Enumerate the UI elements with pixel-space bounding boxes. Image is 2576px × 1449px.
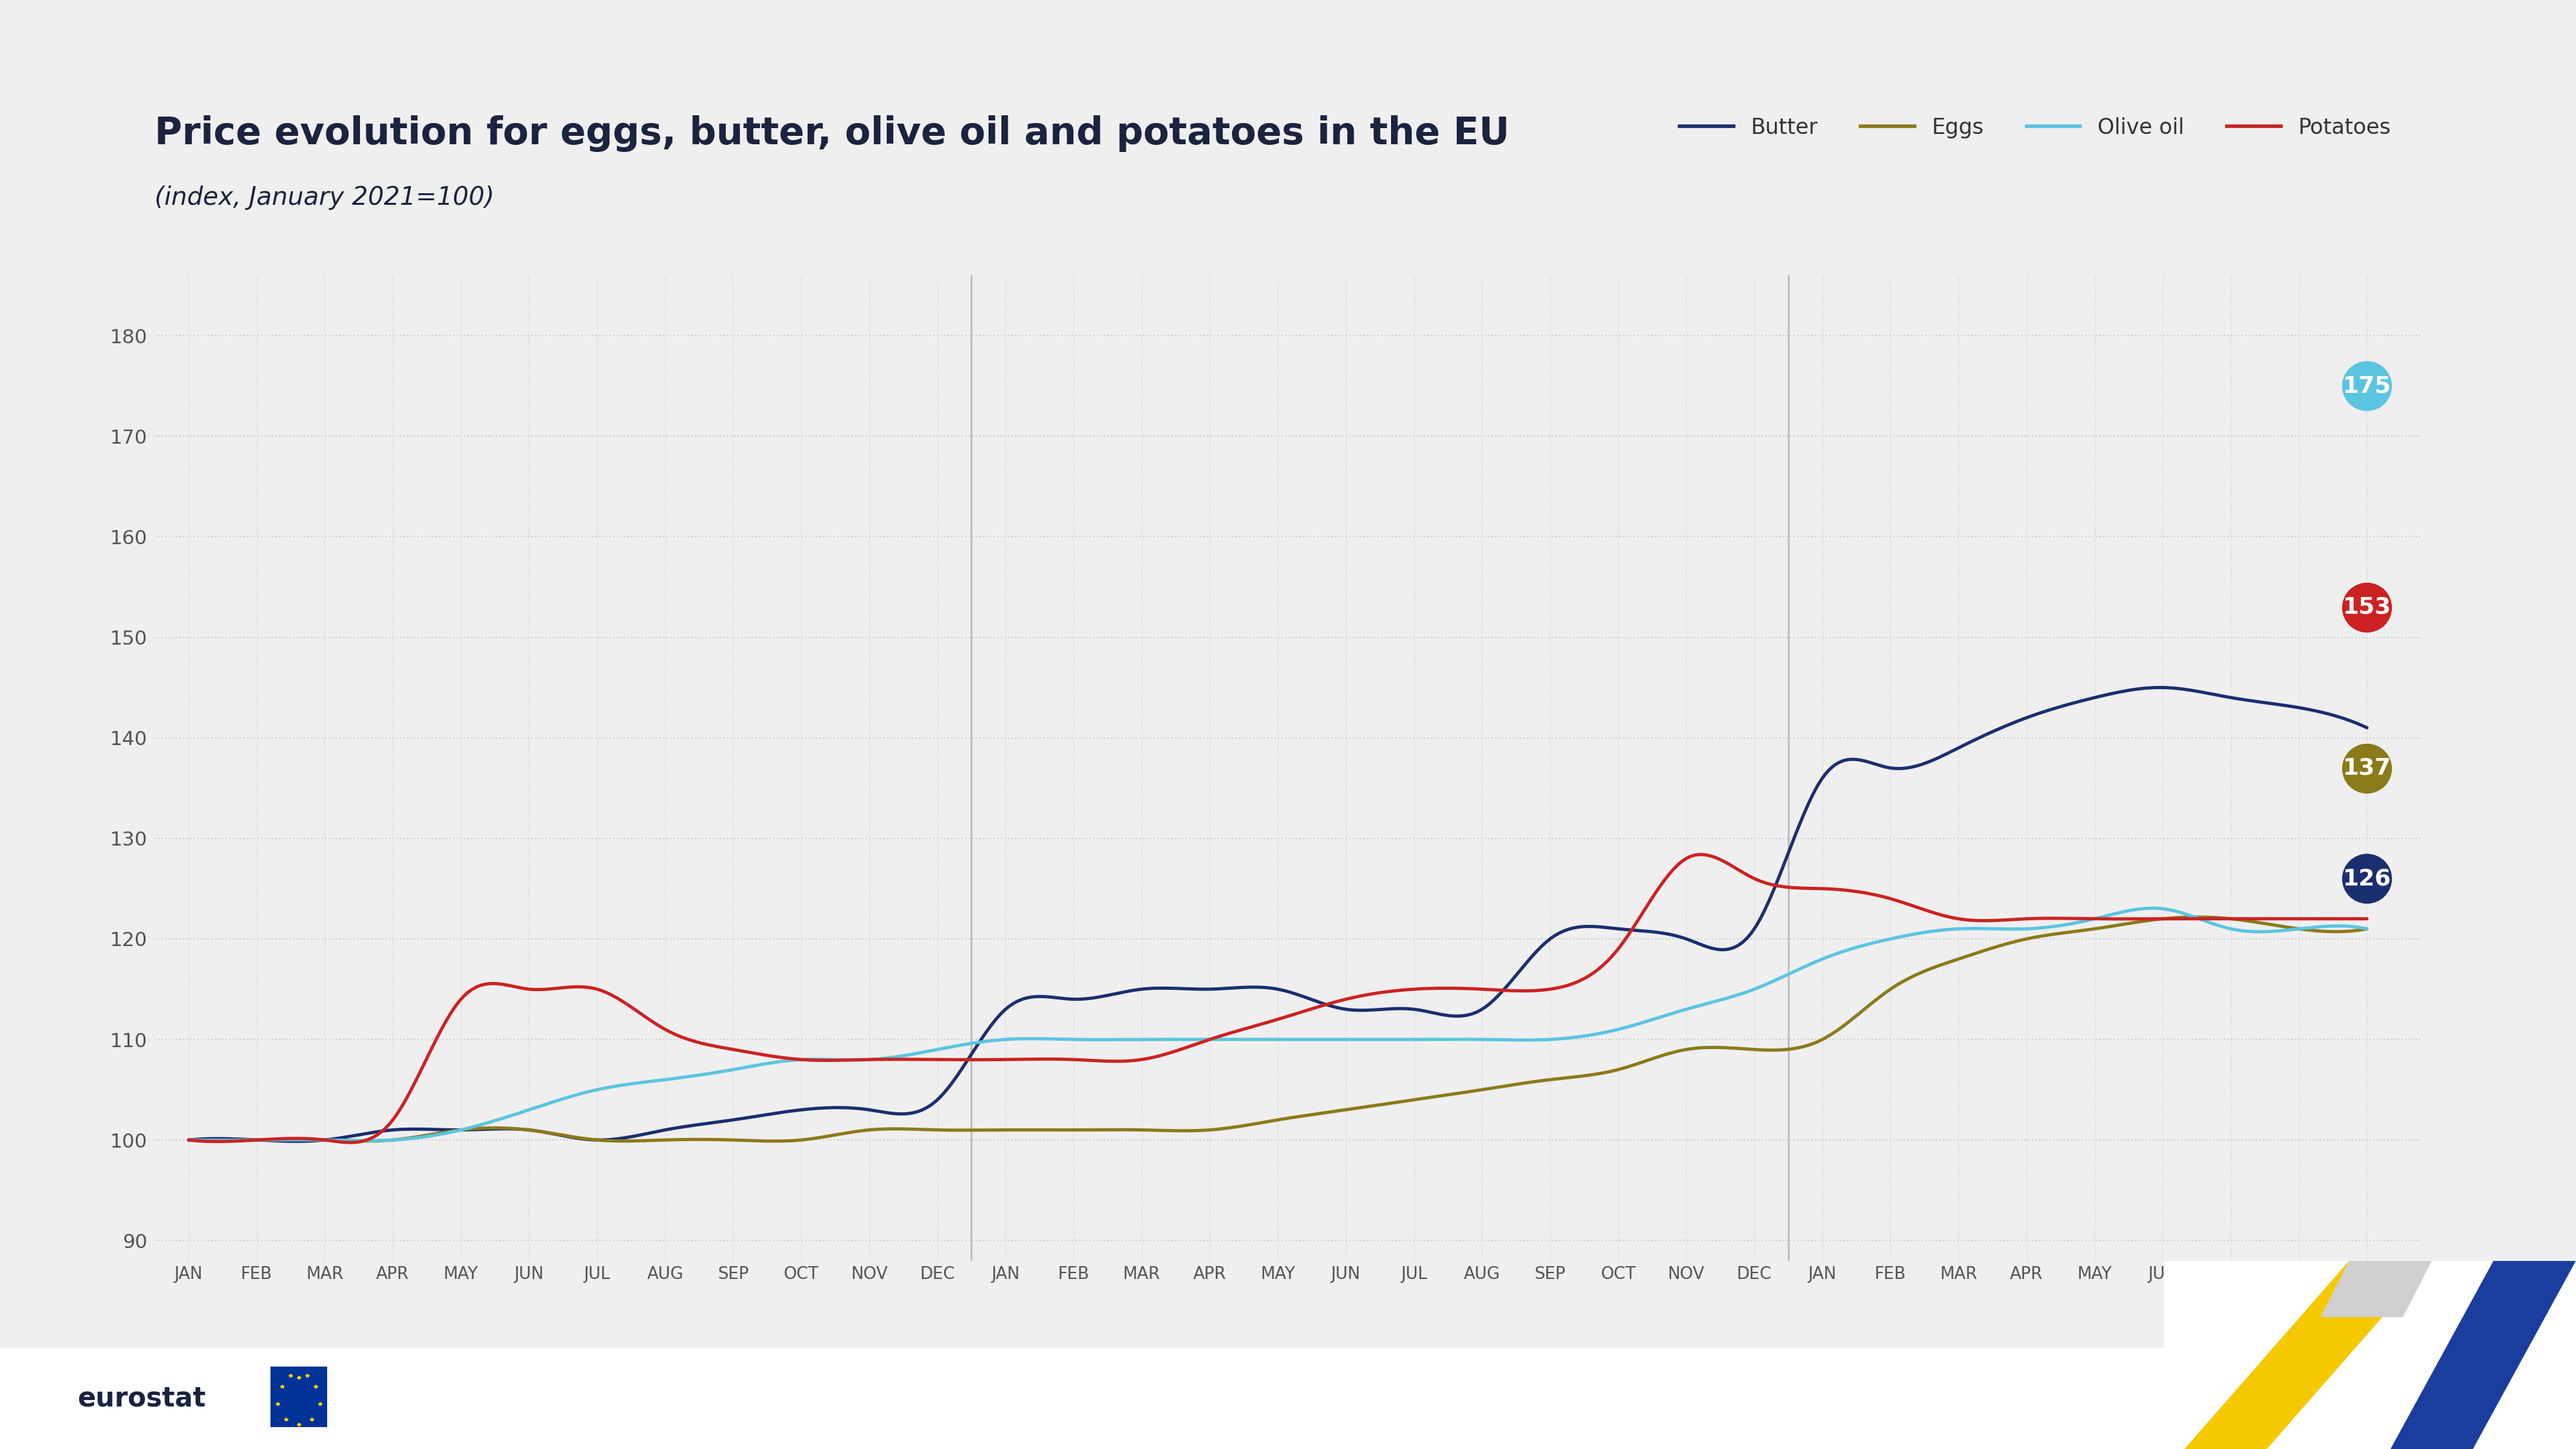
Text: 2021: 2021 <box>528 1350 598 1378</box>
Text: eurostat: eurostat <box>77 1385 206 1411</box>
Text: 137: 137 <box>2342 756 2391 780</box>
Legend: Butter, Eggs, Olive oil, Potatoes: Butter, Eggs, Olive oil, Potatoes <box>1672 109 2398 148</box>
Point <box>2347 596 2388 619</box>
Polygon shape <box>2184 1261 2432 1449</box>
Text: 2023: 2023 <box>2061 1350 2128 1378</box>
Text: (index, January 2021=100): (index, January 2021=100) <box>155 185 495 210</box>
Text: 2022: 2022 <box>1345 1350 1414 1378</box>
Point <box>2347 867 2388 890</box>
Text: 126: 126 <box>2342 868 2391 890</box>
Text: 175: 175 <box>2342 375 2391 397</box>
Text: Price evolution for eggs, butter, olive oil and potatoes in the EU: Price evolution for eggs, butter, olive … <box>155 116 1510 152</box>
Text: 153: 153 <box>2342 596 2391 619</box>
Polygon shape <box>2391 1261 2576 1449</box>
Point <box>2347 756 2388 780</box>
Point <box>2347 374 2388 397</box>
Polygon shape <box>2321 1261 2432 1317</box>
